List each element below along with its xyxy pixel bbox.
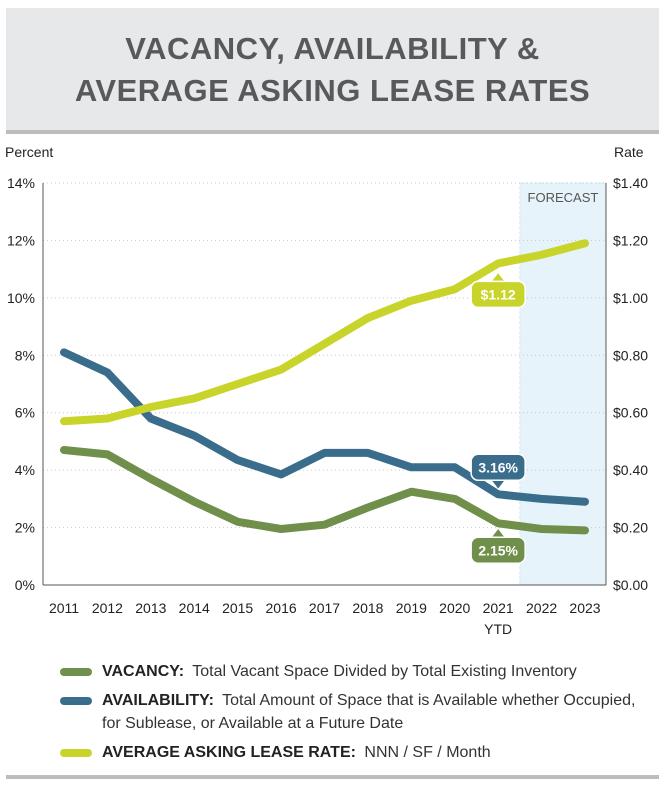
legend-item-availability: AVAILABILITY: Total Amount of Space that… bbox=[60, 689, 650, 735]
y-tick-right: $1.40 bbox=[613, 175, 648, 191]
x-tick-label: 2019 bbox=[396, 600, 427, 616]
callout-label-availability: 3.16% bbox=[478, 459, 518, 475]
forecast-label: FORECAST bbox=[528, 190, 599, 205]
x-tick-label: 2017 bbox=[309, 600, 340, 616]
legend-item-rate: AVERAGE ASKING LEASE RATE: NNN / SF / Mo… bbox=[60, 741, 650, 764]
y-tick-right: $1.00 bbox=[613, 290, 648, 306]
x-tick-label: 2022 bbox=[526, 600, 557, 616]
legend-swatch-vacancy bbox=[60, 668, 92, 676]
y-tick-left: 0% bbox=[15, 577, 35, 593]
x-tick-label: 2020 bbox=[439, 600, 470, 616]
callout-box-rate bbox=[470, 280, 526, 309]
line-chart: FORECAST 0% $0.00 2% $0.20 4% $0.40 6% $0.60 8% $… bbox=[5, 144, 648, 637]
y-tick-left: 2% bbox=[15, 520, 35, 536]
series-line-rate bbox=[60, 239, 589, 426]
bottom-divider bbox=[6, 775, 659, 779]
y-tick-right: $0.60 bbox=[613, 405, 648, 421]
y-tick-right: $0.00 bbox=[613, 577, 648, 593]
legend-text-availability: Total Amount of Space that is Available … bbox=[102, 692, 636, 732]
x-tick-label: 2011 bbox=[49, 600, 79, 616]
y-tick-left: 4% bbox=[15, 462, 35, 478]
legend-swatch-rate bbox=[60, 749, 92, 757]
callout-box-vacancy bbox=[470, 536, 526, 565]
legend-text-vacancy: Total Vacant Space Divided by Total Exis… bbox=[192, 663, 577, 680]
x-tick-label: 2012 bbox=[92, 600, 123, 616]
callout-box-availability bbox=[470, 453, 526, 482]
title-line-1: VACANCY, AVAILABILITY & bbox=[125, 31, 540, 66]
y-tick-left: 14% bbox=[7, 175, 35, 191]
y-axis-label-right: Rate bbox=[614, 144, 644, 160]
title-line-2: AVERAGE ASKING LEASE RATES bbox=[74, 73, 591, 108]
x-tick-label: 2015 bbox=[222, 600, 253, 616]
y-tick-left: 8% bbox=[15, 347, 35, 363]
x-tick-label: 2023 bbox=[569, 600, 600, 616]
callout-label-vacancy: 2.15% bbox=[478, 542, 518, 558]
y-axis-label-left: Percent bbox=[5, 144, 53, 160]
y-tick-right: $0.20 bbox=[613, 520, 648, 536]
y-tick-right: $0.40 bbox=[613, 462, 648, 478]
callout-pointer-vacancy bbox=[490, 527, 507, 538]
y-tick-right: $1.20 bbox=[613, 232, 648, 248]
x-tick-label: 2013 bbox=[135, 600, 166, 616]
x-tick-label: 2021 bbox=[483, 600, 514, 616]
x-tick-label: 2018 bbox=[352, 600, 383, 616]
legend-label-rate: AVERAGE ASKING LEASE RATE: bbox=[102, 744, 356, 761]
title-band bbox=[6, 8, 659, 130]
callout-pointer-rate bbox=[490, 271, 507, 282]
legend-label-vacancy: VACANCY: bbox=[102, 663, 185, 680]
legend: VACANCY: Total Vacant Space Divided by T… bbox=[60, 660, 650, 770]
legend-swatch-availability bbox=[60, 697, 92, 705]
forecast-region bbox=[519, 182, 607, 586]
y-tick-left: 12% bbox=[7, 232, 35, 248]
title-divider bbox=[6, 130, 659, 134]
y-tick-right: $0.80 bbox=[613, 347, 648, 363]
y-tick-left: 10% bbox=[7, 290, 35, 306]
x-tick-label: 2016 bbox=[266, 600, 297, 616]
x-tick-sublabel: YTD bbox=[484, 621, 512, 637]
x-tick-label: 2014 bbox=[179, 600, 210, 616]
y-tick-left: 6% bbox=[15, 405, 35, 421]
legend-item-vacancy: VACANCY: Total Vacant Space Divided by T… bbox=[60, 660, 650, 683]
legend-text-rate: NNN / SF / Month bbox=[364, 744, 491, 761]
chart-title: VACANCY, AVAILABILITY & AVERAGE ASKING L… bbox=[6, 28, 659, 112]
callout-label-rate: $1.12 bbox=[481, 286, 516, 302]
legend-label-availability: AVAILABILITY: bbox=[102, 692, 214, 709]
